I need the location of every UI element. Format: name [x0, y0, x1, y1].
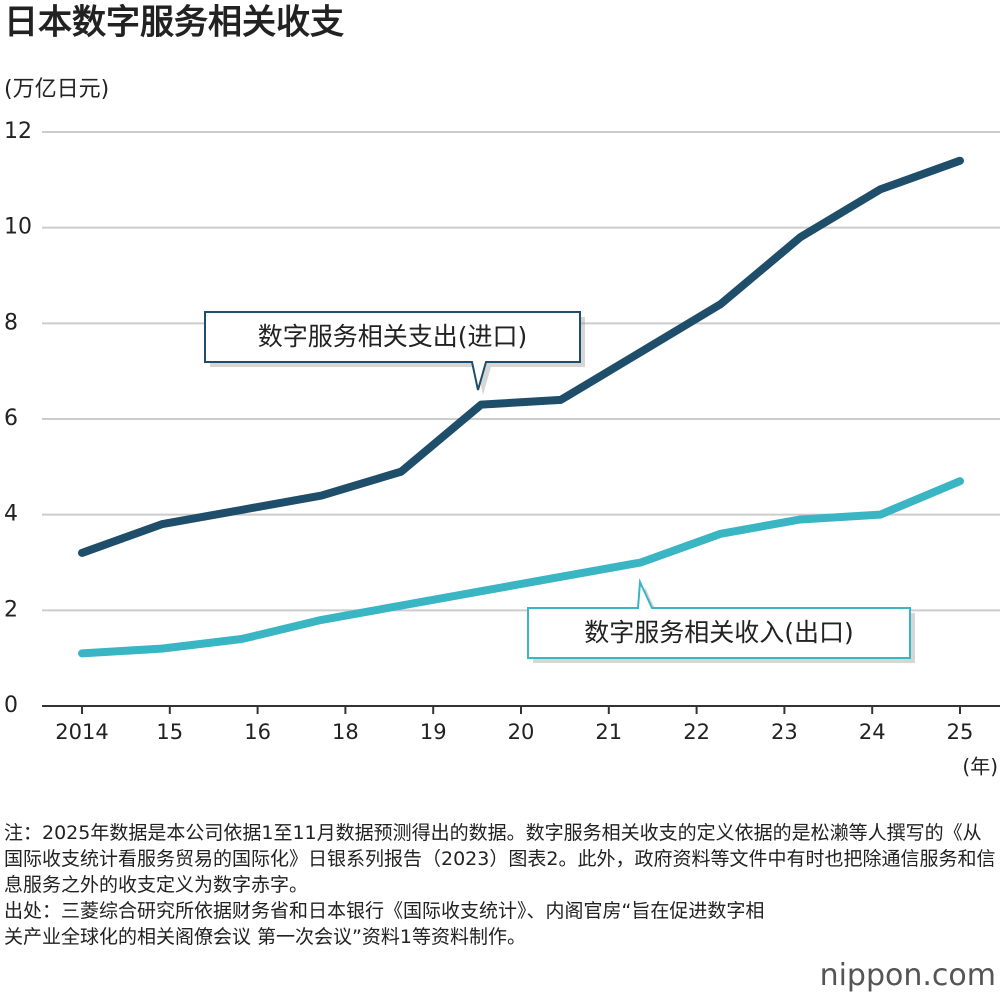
- x-tick-label: 22: [683, 720, 710, 744]
- x-tick-label: 2014: [55, 720, 108, 744]
- y-tick-label: 12: [4, 119, 32, 144]
- x-tick-label: 24: [859, 720, 886, 744]
- y-unit: (万亿日元): [4, 77, 109, 102]
- callout-label: 数字服务相关支出(进口): [258, 322, 528, 351]
- x-tick-label: 15: [156, 720, 183, 744]
- y-tick-label: 6: [4, 406, 18, 431]
- x-tick-label: 25: [947, 720, 974, 744]
- x-tick-label: 19: [420, 720, 447, 744]
- chart-title: 日本数字服务相关收支: [4, 3, 344, 43]
- y-tick-label: 8: [4, 310, 18, 335]
- x-tick-label: 18: [332, 720, 359, 744]
- callout-label: 数字服务相关收入(出口): [584, 618, 854, 647]
- y-tick-label: 0: [4, 693, 18, 718]
- x-tick-label: 20: [508, 720, 535, 744]
- x-tick-label: 23: [771, 720, 798, 744]
- callout-box: [527, 578, 911, 659]
- series-line: [78, 156, 964, 557]
- y-tick-label: 10: [4, 215, 32, 240]
- logo: nippon.com: [819, 958, 996, 993]
- x-unit: (年): [962, 755, 998, 779]
- notes: 注：2025年数据是本公司依据1至11月数据预测得出的数据。数字服务相关收支的定…: [4, 820, 998, 950]
- y-tick-label: 4: [4, 502, 18, 527]
- callout-box: [204, 311, 581, 391]
- x-tick-label: 21: [595, 720, 622, 744]
- series-line: [78, 477, 964, 658]
- source: 出处：三菱综合研究所依据财务省和日本银行《国际收支统计》、内阁官房“旨在促进数字…: [4, 900, 765, 948]
- y-tick-label: 2: [4, 597, 18, 622]
- x-tick-label: 16: [244, 720, 271, 744]
- note: 注：2025年数据是本公司依据1至11月数据预测得出的数据。数字服务相关收支的定…: [4, 822, 996, 896]
